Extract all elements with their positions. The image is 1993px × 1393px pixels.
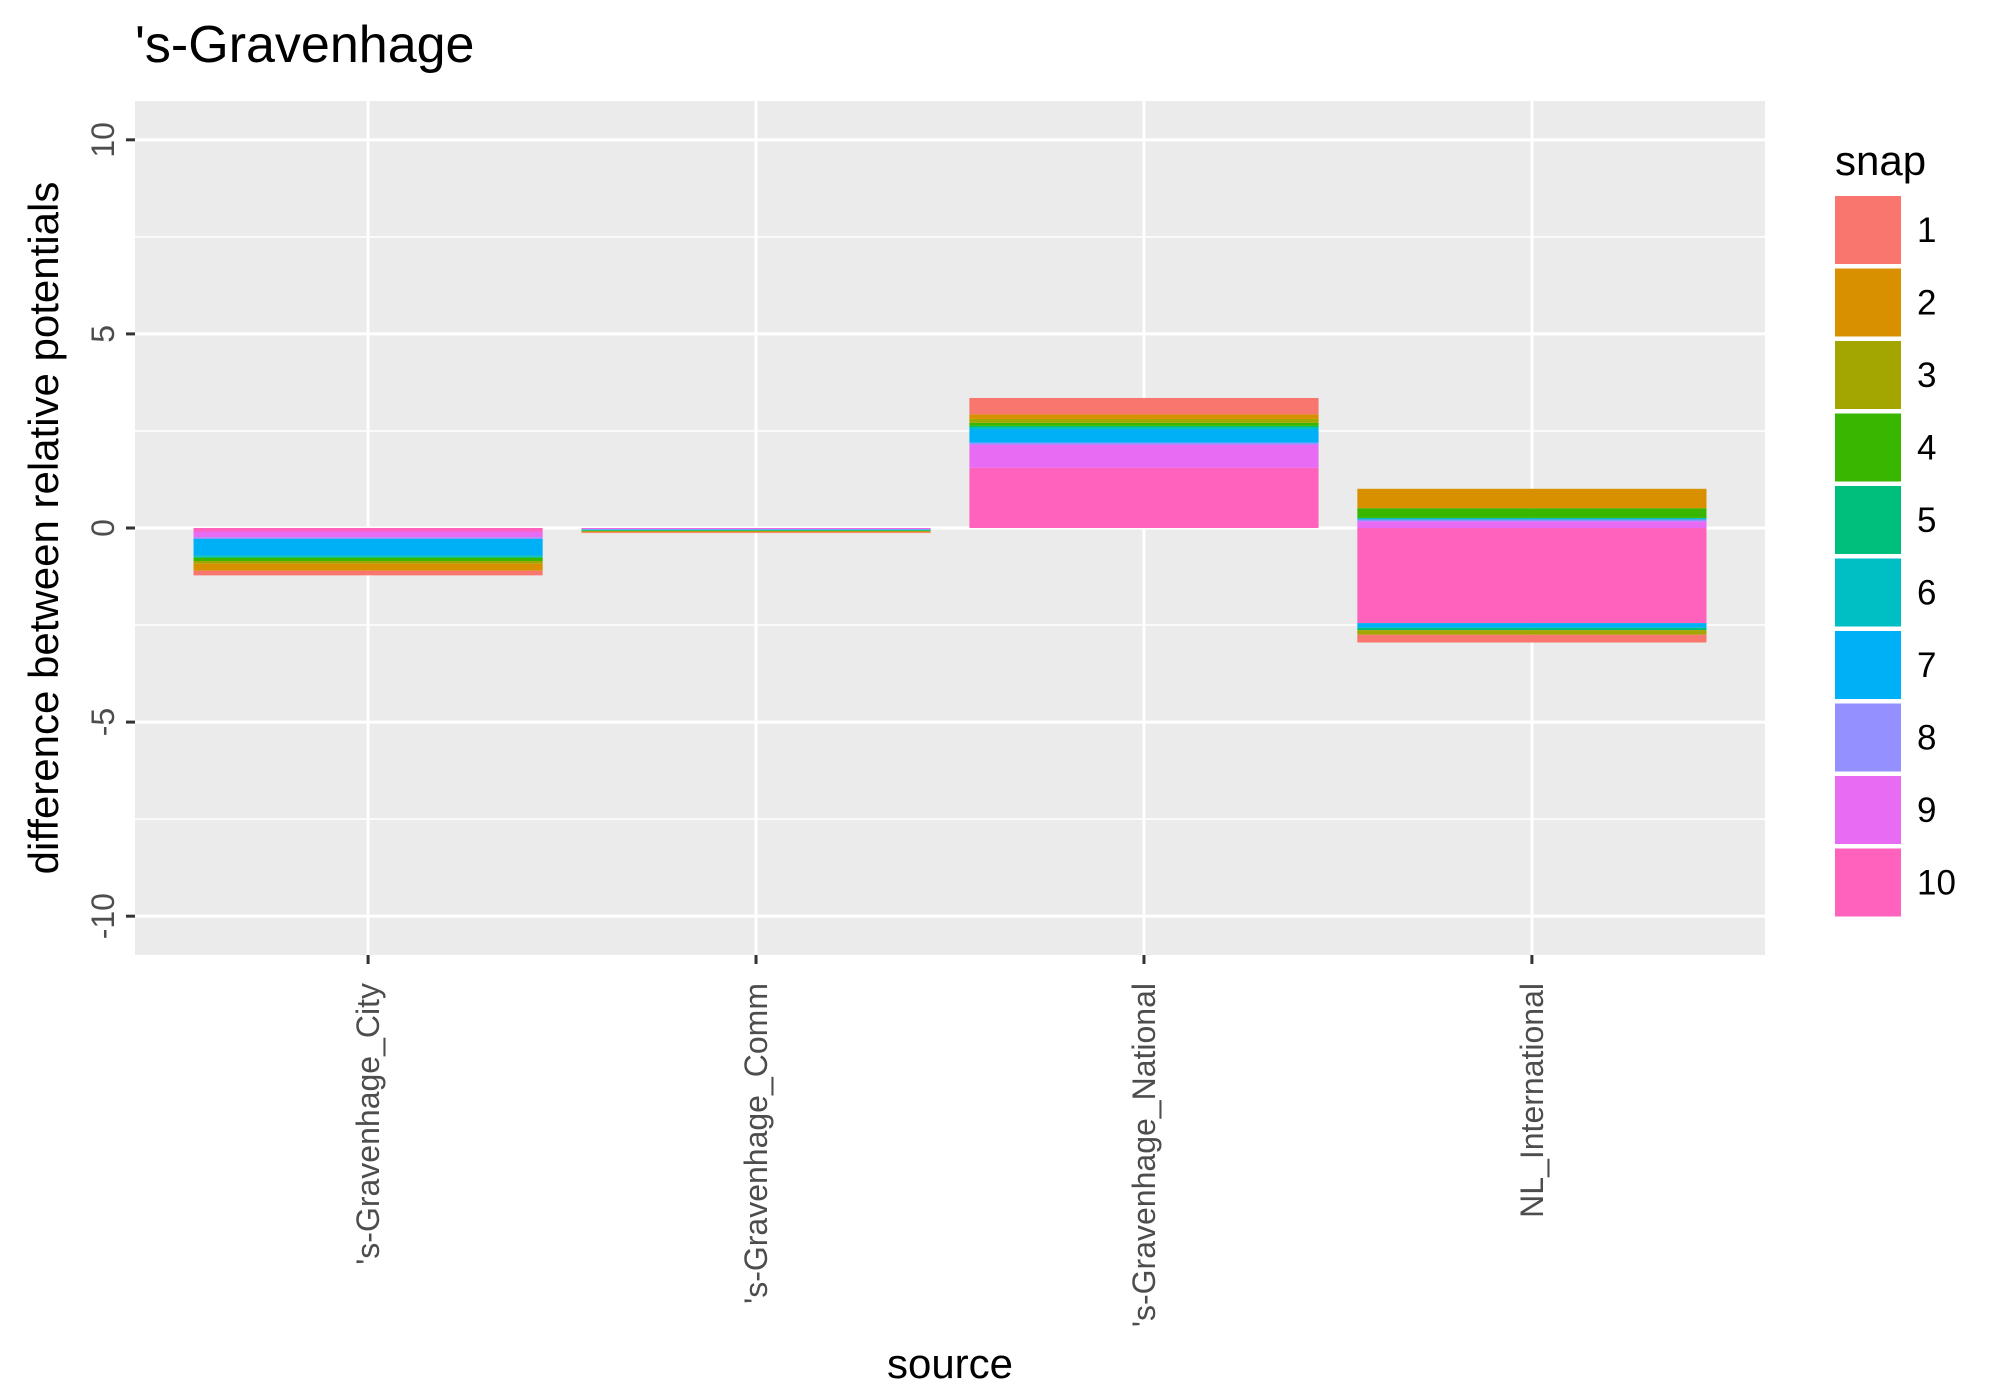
bar-segment — [969, 425, 1319, 428]
x-tick-label: 's-Gravenhage_City — [350, 983, 386, 1265]
bar-segment — [581, 528, 931, 530]
bar-segment — [1357, 630, 1707, 635]
legend-key — [1835, 413, 1901, 482]
bar-segment — [969, 444, 1319, 468]
bar-segment — [193, 538, 543, 556]
y-tick-label: -10 — [85, 893, 121, 939]
legend-label: 1 — [1917, 211, 1936, 250]
legend-key — [1835, 558, 1901, 627]
bar-segment — [969, 427, 1319, 430]
legend-key — [1835, 848, 1901, 917]
bar-segment — [581, 529, 931, 531]
legend-label: 4 — [1917, 429, 1936, 468]
legend-label: 8 — [1917, 719, 1936, 758]
bar-segment — [193, 560, 543, 564]
legend-key — [1835, 196, 1901, 264]
bar-segment — [1357, 634, 1707, 643]
legend-label: 9 — [1917, 791, 1936, 830]
bar-segment — [1357, 627, 1707, 631]
bar-segment — [969, 422, 1319, 426]
bar-segment — [193, 531, 543, 538]
x-axis-title: source — [887, 1340, 1013, 1387]
legend-title: snap — [1835, 137, 1926, 184]
x-tick-label: NL_International — [1514, 983, 1550, 1218]
bar-segment — [193, 563, 543, 571]
legend: snap 1 2 3 4 5 6 7 8 9 10 — [1835, 137, 1956, 917]
y-tick-label: -5 — [85, 708, 121, 736]
bar-segment — [581, 531, 931, 533]
legend-key — [1835, 341, 1901, 409]
bar-segment — [193, 570, 543, 576]
bar-segment — [193, 555, 543, 557]
legend-label: 3 — [1917, 356, 1936, 395]
bar-segment — [581, 528, 931, 529]
bar-segment — [581, 529, 931, 531]
legend-key — [1835, 631, 1901, 699]
x-tick-label: 's-Gravenhage_Comm — [738, 983, 774, 1304]
bar-segment — [969, 442, 1319, 445]
y-tick-label: 0 — [85, 519, 121, 537]
bar-segment — [581, 530, 931, 532]
bar-segment — [969, 397, 1319, 415]
bar-segment — [1357, 521, 1707, 528]
legend-key — [1835, 268, 1901, 337]
bar-segment — [581, 532, 931, 534]
bar-segment — [581, 530, 931, 531]
legend-label: 5 — [1917, 501, 1936, 540]
bar-segment — [969, 418, 1319, 423]
x-axis: 's-Gravenhage_City 's-Gravenhage_Comm 's-G… — [350, 955, 1550, 1327]
bar-segment — [193, 537, 543, 539]
legend-label: 10 — [1917, 864, 1956, 903]
chart-title: 's-Gravenhage — [135, 16, 474, 74]
bars — [193, 397, 1707, 643]
bar-segment — [1357, 508, 1707, 518]
legend-label: 7 — [1917, 646, 1936, 685]
bar-segment — [1357, 623, 1707, 628]
y-tick-label: 10 — [85, 122, 121, 158]
bar-segment — [1357, 488, 1707, 509]
bar-segment — [1357, 517, 1707, 520]
bar-segment — [193, 556, 543, 558]
x-tick-label: 's-Gravenhage_National — [1126, 983, 1162, 1327]
bar-segment — [969, 429, 1319, 443]
y-axis: -10 -5 0 5 10 — [85, 122, 135, 939]
legend-key — [1835, 776, 1901, 844]
bar-segment — [193, 528, 543, 532]
legend-label: 6 — [1917, 574, 1936, 613]
legend-key — [1835, 486, 1901, 554]
bar-segment — [193, 557, 543, 561]
bar-segment — [581, 529, 931, 530]
y-tick-label: 5 — [85, 325, 121, 343]
legend-label: 2 — [1917, 284, 1936, 323]
y-axis-title: difference between relative potentials — [20, 182, 67, 875]
bar-segment — [969, 467, 1319, 528]
bar-segment — [1357, 519, 1707, 522]
legend-key — [1835, 703, 1901, 772]
bar-segment — [1357, 528, 1707, 624]
bar-segment — [969, 414, 1319, 419]
bar-segment — [581, 531, 931, 532]
